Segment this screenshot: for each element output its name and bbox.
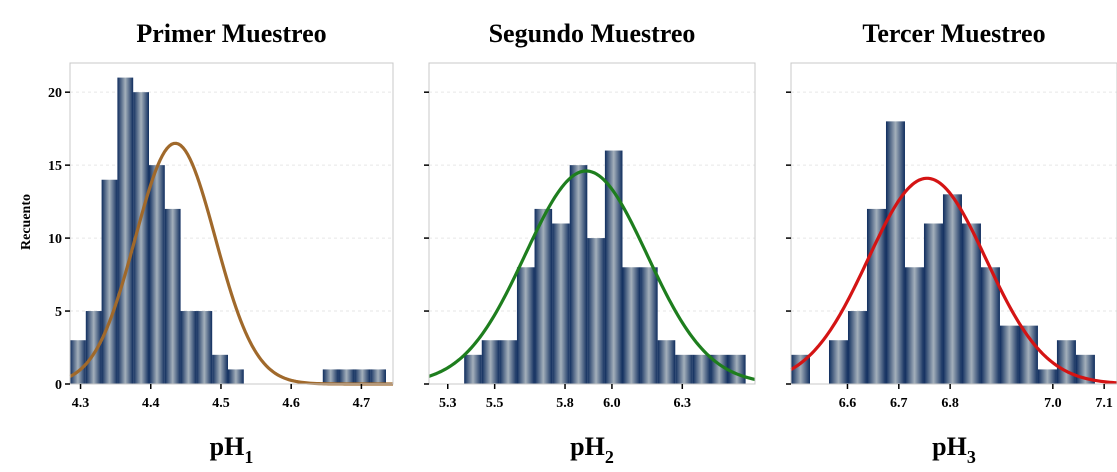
histogram-bar — [587, 238, 605, 384]
x-tick-label: 6.3 — [674, 396, 692, 411]
histogram-bar — [604, 150, 623, 384]
histogram-bar — [622, 267, 641, 384]
histogram-bar — [942, 194, 962, 384]
x-axis-label: pH1 — [210, 432, 254, 467]
y-tick-label: 0 — [55, 378, 62, 393]
histogram-bar — [85, 311, 102, 384]
y-tick-label: 15 — [48, 159, 62, 174]
panels: Primer Muestreo 0 5 10 15 20 4.3 4.4 4.5 4.6 4.7 pH… — [48, 19, 1117, 467]
x-tick-label: 5.5 — [486, 396, 504, 411]
histogram-bar — [923, 223, 943, 384]
histogram-bar — [117, 77, 134, 384]
x-tick-label: 6.8 — [941, 396, 959, 411]
x-tick-label: 6.7 — [890, 396, 908, 411]
x-tick-label: 5.3 — [439, 396, 457, 411]
x-axis-label-subscript: 2 — [605, 447, 614, 467]
x-tick-label: 4.7 — [353, 396, 371, 411]
histogram-bar — [1037, 369, 1057, 384]
density-curve — [790, 176, 1117, 385]
y-axis-label: Recuento — [19, 194, 34, 250]
panel-title: Tercer Muestreo — [862, 19, 1045, 48]
panel-3: Tercer Muestreo 6.6 6.7 6.8 7.0 7.1 pH3 — [786, 19, 1117, 467]
panel-border — [428, 62, 756, 385]
histogram-bar — [552, 223, 570, 384]
histogram-bar — [212, 354, 228, 384]
histogram-bar — [866, 208, 886, 384]
panel-border — [790, 62, 1117, 385]
histogram-bar — [164, 208, 181, 384]
x-axis-label-subscript: 1 — [244, 447, 253, 467]
histogram-bar — [961, 223, 981, 384]
histogram-bar — [904, 267, 924, 384]
x-axis-label: pH3 — [932, 432, 976, 467]
histogram-bar — [148, 165, 165, 384]
x-axis-label-subscript: 3 — [967, 447, 976, 467]
histogram-bar — [516, 267, 535, 384]
histogram-bar — [354, 369, 371, 384]
density-curve — [428, 169, 756, 381]
histogram-bar — [569, 165, 588, 384]
y-tick-label: 5 — [55, 305, 62, 320]
x-axis-label-main: pH — [570, 432, 605, 461]
histogram-bar — [692, 354, 711, 384]
x-tick-label: 6.6 — [839, 396, 857, 411]
x-axis-label-main: pH — [210, 432, 245, 461]
histogram-bar — [1056, 340, 1076, 384]
histogram-bar — [227, 369, 244, 384]
histogram-bar — [675, 354, 693, 384]
histogram-bar — [640, 267, 658, 384]
y-tick-label: 20 — [48, 86, 62, 101]
panel-title: Primer Muestreo — [136, 19, 326, 48]
histogram-bar — [828, 340, 848, 384]
panel-border — [69, 62, 394, 385]
histogram-bar — [70, 340, 86, 384]
x-tick-label: 6.0 — [603, 396, 621, 411]
x-tick-label: 7.0 — [1044, 396, 1062, 411]
histogram-bar — [847, 311, 867, 384]
y-tick-label: 10 — [48, 232, 62, 247]
histogram-bar — [322, 369, 339, 384]
histogram-bar — [657, 340, 676, 384]
panel-title: Segundo Muestreo — [489, 19, 696, 48]
x-tick-label: 4.3 — [72, 396, 90, 411]
histogram-bar — [885, 121, 905, 384]
histogram-bar — [464, 354, 482, 384]
x-tick-label: 4.5 — [212, 396, 230, 411]
histogram-bar — [196, 311, 213, 384]
histogram-bar — [791, 354, 810, 384]
histogram-bar — [370, 369, 386, 384]
panel-1: Primer Muestreo 0 5 10 15 20 4.3 4.4 4.5 4.6 4.7 pH… — [48, 19, 394, 467]
histogram-bar — [980, 267, 1000, 384]
histogram-bar — [534, 208, 553, 384]
x-axis-label: pH2 — [570, 432, 614, 467]
panel-2: Segundo Muestreo 5.3 5.5 5.8 6.0 6.3 pH2 — [424, 19, 756, 467]
x-tick-label: 4.4 — [142, 396, 160, 411]
histogram-bar — [499, 340, 517, 384]
histogram-bar — [133, 92, 149, 384]
x-axis-label-main: pH — [932, 432, 967, 461]
x-tick-label: 7.1 — [1095, 396, 1113, 411]
x-tick-label: 4.6 — [282, 396, 300, 411]
histogram-bar — [338, 369, 355, 384]
histogram-bar — [999, 325, 1019, 384]
histogram-bar — [101, 179, 118, 384]
x-tick-label: 5.8 — [556, 396, 574, 411]
histogram-bar — [180, 311, 197, 384]
histogram-bar — [1018, 325, 1038, 384]
histogram-bar — [481, 340, 500, 384]
